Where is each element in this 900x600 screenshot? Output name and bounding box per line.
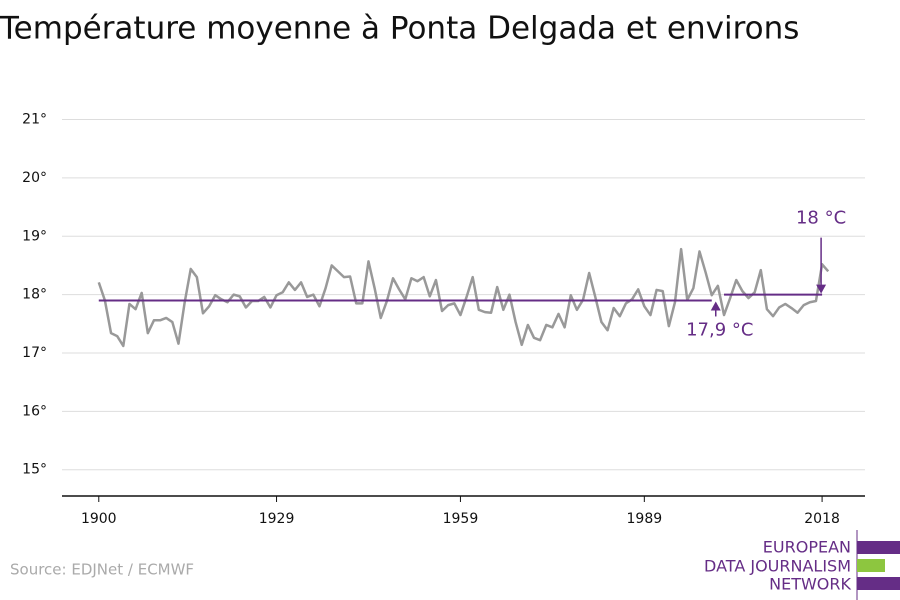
annotation-arrowhead: [710, 301, 721, 311]
y-tick-label: 20°: [22, 170, 47, 186]
logo-text: DATA JOURNALISM: [704, 557, 851, 576]
logo: EUROPEAN DATA JOURNALISM NETWORK: [704, 530, 900, 600]
x-tick-label: 1900: [81, 511, 117, 527]
line-series: [97, 247, 830, 348]
x-tick-label: 1989: [627, 511, 663, 527]
y-tick-label: 21°: [22, 112, 47, 128]
y-tick-label: 18°: [22, 287, 47, 303]
logo-text: NETWORK: [769, 575, 851, 594]
chart-title: Température moyenne à Ponta Delgada et e…: [0, 11, 799, 47]
annotation: 17,9 °C: [686, 319, 753, 340]
source: Source: EDJNet / ECMWF: [10, 561, 194, 579]
x-tick-label: 1929: [259, 511, 295, 527]
annotation-arrowhead: [816, 284, 827, 294]
x-tick-label: 1959: [443, 511, 479, 527]
logo-bar: [857, 559, 885, 572]
logo-text: EUROPEAN: [763, 538, 851, 557]
y-tick-label: 15°: [22, 462, 47, 478]
y-tick-label: 17°: [22, 345, 47, 361]
logo-bar: [857, 541, 900, 554]
y-tick-label: 19°: [22, 228, 47, 244]
annotation: 18 °C: [796, 208, 846, 229]
y-tick-label: 16°: [22, 403, 47, 419]
logo-bar: [857, 577, 900, 590]
x-tick-label: 2018: [804, 511, 840, 527]
